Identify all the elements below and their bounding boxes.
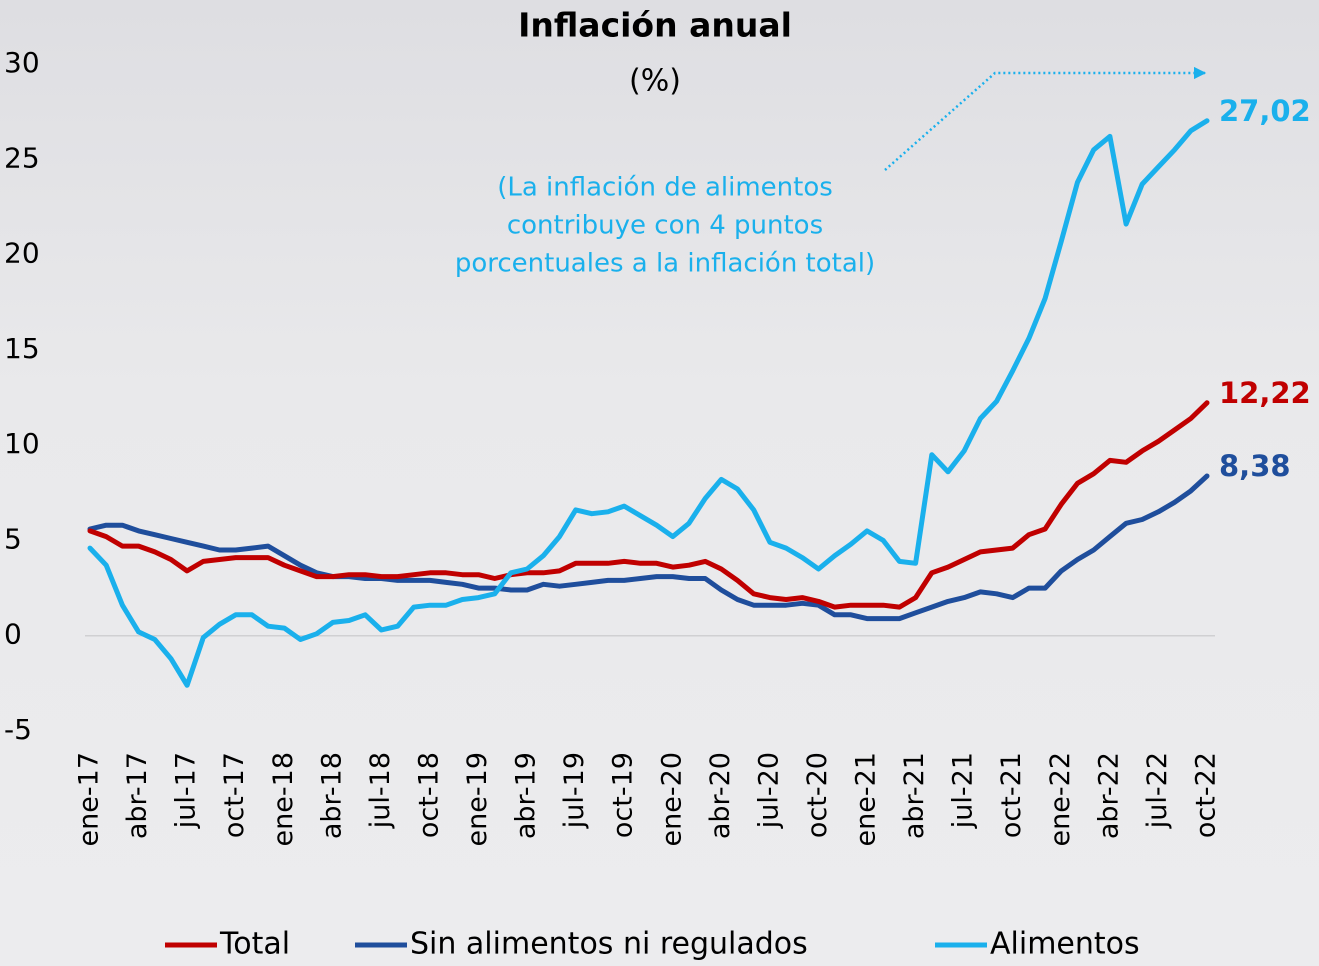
value-label: 27,02 <box>1219 94 1311 128</box>
x-tick-label: abr-17 <box>122 752 153 839</box>
value-label: 8,38 <box>1219 449 1291 483</box>
x-tick-label: abr-18 <box>316 752 347 839</box>
y-tick-label: 15 <box>4 332 40 365</box>
x-tick-label: ene-21 <box>851 752 882 846</box>
annotation-text: porcentuales a la inflación total) <box>455 249 875 279</box>
series-line <box>87 400 1210 610</box>
x-tick-label: abr-19 <box>511 752 542 839</box>
y-tick-label: 0 <box>4 618 22 651</box>
x-tick-label: abr-21 <box>899 752 930 839</box>
annotation-arrow <box>884 66 1207 171</box>
x-tick-label: oct-17 <box>219 752 250 838</box>
y-tick-label: 5 <box>4 522 22 555</box>
x-tick-label: jul-21 <box>948 752 979 829</box>
x-tick-label: jul-18 <box>365 752 396 829</box>
x-tick-label: ene-18 <box>268 752 299 846</box>
y-tick-label: 25 <box>4 141 40 174</box>
x-tick-label: ene-19 <box>462 752 493 846</box>
legend-label: Alimentos <box>990 927 1140 962</box>
x-tick-label: abr-20 <box>705 752 736 839</box>
y-tick-label: 20 <box>4 237 40 270</box>
x-tick-label: ene-22 <box>1045 752 1076 846</box>
annotation-text: contribuye con 4 puntos <box>507 211 823 241</box>
x-tick-label: jul-19 <box>559 752 590 829</box>
x-tick-label: abr-22 <box>1093 752 1124 839</box>
x-tick-label: oct-19 <box>608 752 639 838</box>
series-line <box>87 118 1210 688</box>
x-tick-label: jul-22 <box>1142 752 1173 829</box>
x-tick-label: oct-21 <box>996 752 1027 838</box>
value-label: 12,22 <box>1219 376 1311 410</box>
x-tick-label: oct-20 <box>802 752 833 838</box>
x-tick-label: ene-20 <box>656 752 687 846</box>
x-tick-label: oct-18 <box>413 752 444 838</box>
y-tick-label: -5 <box>4 713 32 746</box>
x-tick-label: jul-17 <box>171 752 202 829</box>
x-tick-label: ene-17 <box>74 752 105 846</box>
chart-title: Inflación anual <box>518 6 792 45</box>
y-tick-label: 10 <box>4 427 40 460</box>
y-tick-label: 30 <box>4 46 40 79</box>
legend-label: Sin alimentos ni regulados <box>410 927 808 962</box>
legend-label: Total <box>219 927 290 962</box>
x-tick-label: oct-22 <box>1191 752 1222 838</box>
x-tick-label: jul-20 <box>753 752 784 829</box>
annotation-text: (La inflación de alimentos <box>497 173 833 203</box>
chart-subtitle: (%) <box>629 64 681 99</box>
series-line <box>87 473 1210 622</box>
